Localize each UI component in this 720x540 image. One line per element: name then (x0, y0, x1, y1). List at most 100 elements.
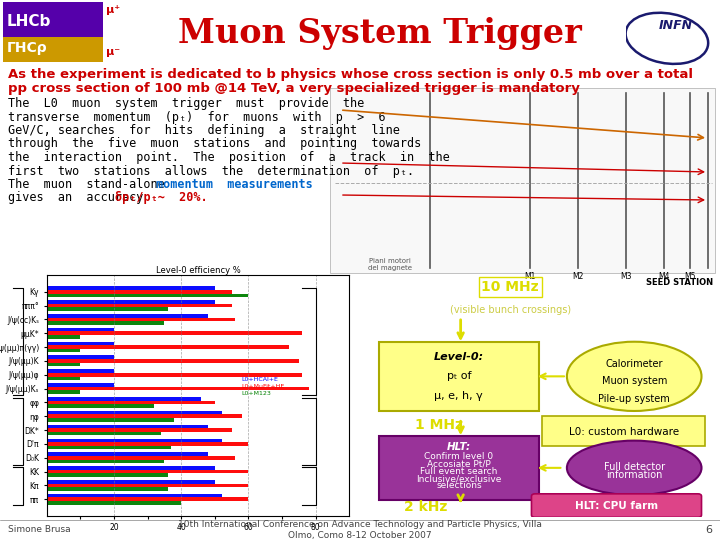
Bar (47, 373, 302, 376)
Bar (47, 501, 181, 505)
FancyBboxPatch shape (379, 436, 539, 500)
Text: 6: 6 (705, 525, 712, 535)
Bar (47, 318, 235, 321)
Text: HLT: CPU farm: HLT: CPU farm (575, 501, 658, 511)
Text: Full event search: Full event search (420, 467, 498, 476)
Bar (47, 432, 161, 435)
Bar (47, 484, 248, 487)
Text: The  muon  stand-alone: The muon stand-alone (8, 178, 179, 191)
Text: L0+HCAl+E: L0+HCAl+E (242, 377, 279, 382)
Bar (47, 342, 114, 345)
FancyBboxPatch shape (531, 494, 701, 517)
Bar (47, 300, 215, 304)
Bar (47, 497, 248, 501)
Text: L0+M123: L0+M123 (242, 392, 271, 396)
Title: Level-0 efficiency %: Level-0 efficiency % (156, 266, 240, 275)
Text: Piani motori
del magnete: Piani motori del magnete (368, 258, 412, 271)
Text: Full detector: Full detector (603, 462, 665, 471)
Text: HLT:: HLT: (447, 442, 471, 452)
Text: μ, e, h, γ: μ, e, h, γ (434, 391, 483, 401)
Text: Muon system: Muon system (601, 376, 667, 386)
Bar (47, 321, 164, 325)
Bar (330, 88, 715, 273)
Bar (3, 37, 103, 62)
Text: M2: M2 (572, 272, 584, 281)
Bar (47, 442, 248, 446)
Text: μ⁻: μ⁻ (106, 47, 120, 57)
Bar (47, 460, 164, 463)
Bar (47, 286, 215, 290)
Bar (47, 335, 81, 339)
Text: M5: M5 (684, 272, 696, 281)
Text: The  L0  muon  system  trigger  must  provide  the: The L0 muon system trigger must provide … (8, 97, 364, 110)
Bar (0, 0, 720, 65)
Text: transverse  momentum  (pₜ)  for  muons  with  p  >  6: transverse momentum (pₜ) for muons with … (8, 111, 386, 124)
Text: Confirm level 0: Confirm level 0 (424, 452, 493, 461)
Text: Accosiate Pt/P: Accosiate Pt/P (427, 459, 491, 468)
Text: momentum  measurements: momentum measurements (156, 178, 312, 191)
Text: 2 kHz: 2 kHz (403, 500, 447, 514)
Bar (47, 355, 114, 359)
Text: As the experiment is dedicated to b physics whose cross section is only 0.5 mb o: As the experiment is dedicated to b phys… (8, 68, 693, 81)
Bar (47, 359, 299, 363)
Bar (47, 349, 81, 353)
Bar (47, 494, 222, 497)
Text: INFN: INFN (659, 19, 693, 32)
Ellipse shape (567, 342, 701, 411)
Bar (47, 438, 222, 442)
Bar (47, 369, 114, 373)
Text: Inclusive/exclusive: Inclusive/exclusive (416, 474, 502, 483)
Text: LHCb: LHCb (7, 15, 51, 30)
Text: Calorimeter: Calorimeter (606, 359, 663, 369)
Text: 1 MHz: 1 MHz (415, 418, 464, 433)
Text: Pile-up system: Pile-up system (598, 394, 670, 404)
Bar (47, 387, 309, 390)
Bar (47, 332, 302, 335)
Text: L0: custom hardware: L0: custom hardware (569, 427, 679, 437)
Text: M4: M4 (658, 272, 670, 281)
Text: (visible bunch crossings): (visible bunch crossings) (450, 305, 571, 315)
Bar (47, 466, 215, 470)
Text: SEED STATION: SEED STATION (647, 278, 714, 287)
Bar (47, 328, 114, 332)
Text: Muon System Trigger: Muon System Trigger (178, 17, 582, 50)
Ellipse shape (567, 441, 701, 495)
Bar (47, 294, 248, 297)
Bar (3, 2, 103, 37)
Text: pₜ of: pₜ of (446, 372, 471, 381)
Text: Level-0:: Level-0: (433, 352, 484, 362)
Bar (47, 411, 222, 414)
Bar (47, 401, 215, 404)
Bar (47, 424, 208, 428)
Bar (47, 397, 202, 401)
Text: information: information (606, 470, 662, 480)
Bar (47, 474, 168, 477)
Text: first  two  stations  allows  the  determination  of  pₜ.: first two stations allows the determinat… (8, 165, 414, 178)
Text: through  the  five  muon  stations  and  pointing  towards: through the five muon stations and point… (8, 138, 421, 151)
FancyBboxPatch shape (379, 342, 539, 411)
Bar (47, 304, 232, 307)
Text: M3: M3 (620, 272, 631, 281)
Text: 10 MHz: 10 MHz (482, 280, 539, 294)
Text: selections: selections (436, 482, 482, 490)
Text: the  interaction  point.  The  position  of  a  track  in  the: the interaction point. The position of a… (8, 151, 450, 164)
Text: M1: M1 (524, 272, 536, 281)
Bar (47, 290, 232, 294)
Bar (47, 487, 168, 491)
Bar (47, 404, 154, 408)
Text: Simone Brusa: Simone Brusa (8, 525, 71, 535)
Text: μ⁺: μ⁺ (106, 5, 120, 15)
Bar (47, 383, 114, 387)
Text: GeV/C, searches  for  hits  defining  a  straight  line: GeV/C, searches for hits defining a stra… (8, 124, 400, 137)
Bar (47, 390, 81, 394)
Text: ΓHCρ: ΓHCρ (7, 41, 48, 55)
Text: gives  an  accuracy: gives an accuracy (8, 192, 158, 205)
Text: δpₜ/pₜ~  20%.: δpₜ/pₜ~ 20%. (115, 192, 207, 205)
Bar (47, 414, 242, 418)
FancyBboxPatch shape (542, 416, 705, 446)
Bar (47, 456, 235, 460)
Bar (47, 307, 168, 311)
Bar (47, 428, 232, 432)
Text: L0+MuFit+HE: L0+MuFit+HE (242, 384, 285, 389)
Bar (47, 418, 174, 422)
